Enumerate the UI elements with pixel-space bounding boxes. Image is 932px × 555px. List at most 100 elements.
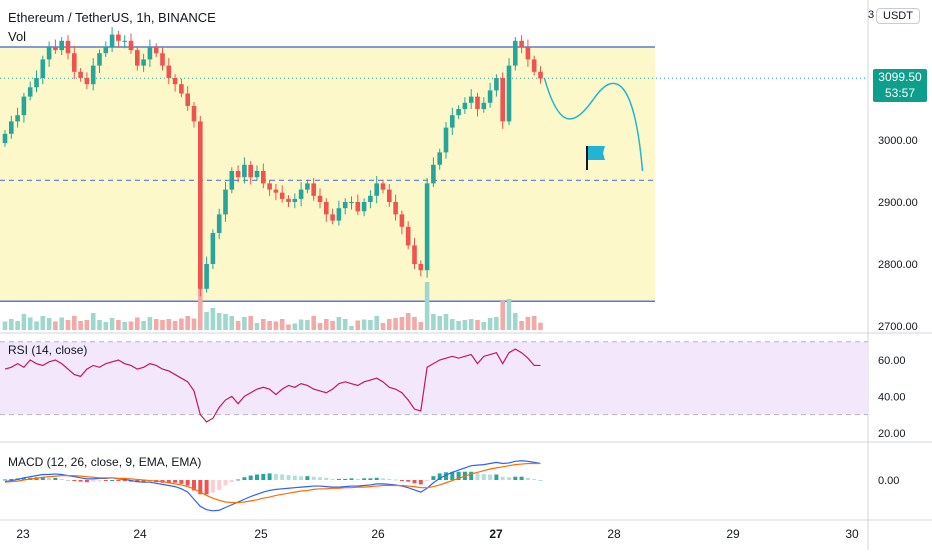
macd-histogram-bar (368, 478, 373, 480)
volume-bar (305, 320, 310, 330)
volume-bar (525, 317, 531, 330)
macd-histogram-bar (66, 480, 70, 481)
candle-body (128, 40, 134, 51)
volume-bar (481, 322, 487, 330)
rsi-tick-label: 40.00 (878, 391, 906, 403)
macd-histogram-bar (362, 478, 367, 480)
volume-bar (324, 319, 329, 330)
candle-body (59, 40, 64, 51)
volume-bar (109, 318, 115, 330)
macd-histogram-bar (103, 480, 108, 481)
candle-body (405, 226, 411, 246)
candle-body (21, 96, 27, 116)
macd-histogram-bar (91, 480, 96, 482)
candle-body (424, 183, 430, 271)
candle-body (147, 47, 153, 60)
macd-histogram-bar (494, 474, 499, 480)
rsi-line (4, 348, 541, 423)
volume-bar (368, 320, 373, 330)
macd-histogram-bar (210, 480, 215, 493)
macd-histogram-bar (84, 480, 89, 483)
volume-bar (462, 320, 468, 330)
volume-bar (349, 326, 354, 330)
volume-bar (21, 314, 27, 330)
volume-bar (279, 319, 285, 330)
macd-histogram-bar (305, 476, 310, 480)
price-zone (0, 46, 868, 302)
candle-body (223, 189, 228, 215)
price-tick-label: 3000.00 (878, 135, 918, 147)
volume-bar (361, 319, 367, 330)
macd-histogram-bar (185, 480, 190, 486)
volume-bar (494, 317, 499, 330)
volume-bar (248, 316, 253, 330)
candle-body (374, 183, 379, 196)
time-tick-label: 27 (489, 527, 503, 541)
volume-bar (298, 319, 304, 330)
candle-body (393, 202, 398, 215)
candle-body (103, 47, 109, 54)
candle-body (387, 189, 392, 202)
candle-body (191, 105, 197, 122)
volume-bar (135, 317, 140, 330)
volume-bar (103, 322, 109, 330)
rsi-band (0, 341, 868, 415)
volume-bar (450, 319, 455, 330)
candle-body (229, 171, 235, 190)
volume-bar (27, 317, 33, 330)
time-tick-label: 26 (371, 527, 385, 541)
macd-histogram-bar (166, 480, 171, 483)
candle-body (204, 264, 209, 289)
macd-histogram-bar (3, 479, 7, 481)
macd-label: MACD (12, 26, close, 9, EMA, EMA) (8, 455, 202, 469)
candle-body (179, 84, 184, 94)
volume-bar (122, 322, 127, 330)
macd-histogram-bar (286, 475, 291, 480)
candle-body (324, 202, 329, 215)
macd-histogram-bar (204, 480, 209, 495)
macd-histogram-bar (78, 480, 83, 482)
volume-bar (198, 270, 203, 330)
volume-bar (46, 318, 52, 330)
candle-body (418, 264, 424, 271)
candle-body (9, 121, 14, 134)
macd-histogram-bar (97, 480, 102, 481)
volume-bar (500, 301, 505, 330)
candle-body (122, 40, 127, 42)
volume-bar (456, 321, 461, 330)
volume-bar (128, 321, 134, 330)
last-price-tag: 3099.50 53:57 (873, 69, 927, 102)
candle-body (160, 53, 165, 66)
candle-body (279, 192, 285, 199)
volume-bar (538, 322, 543, 330)
candle-body (450, 115, 455, 128)
candle-body (109, 34, 115, 47)
time-tick-label: 25 (254, 527, 268, 541)
macd-histogram-bar (500, 476, 505, 480)
volume-bar (72, 316, 77, 330)
volume-bar (204, 312, 209, 330)
candle-body (361, 202, 367, 212)
volume-bar (216, 313, 222, 330)
volume-bar (267, 321, 272, 330)
macd-histogram-bar (336, 478, 341, 480)
candle-body (40, 59, 46, 78)
currency-button[interactable]: USDT (876, 8, 920, 24)
volume-bar (418, 322, 424, 330)
candle-body (2, 133, 8, 144)
volume-bar (513, 313, 518, 330)
candle-body (481, 102, 487, 109)
volume-bar (15, 321, 20, 330)
candle-body (311, 183, 316, 196)
candle-body (261, 171, 266, 184)
volume-bar (59, 317, 64, 330)
macd-histogram-bar (318, 477, 322, 480)
candlesticks (2, 27, 543, 297)
macd-histogram-bar (59, 478, 64, 480)
volume-bar (166, 319, 172, 330)
volume-bar (153, 319, 159, 330)
candle-body (141, 59, 146, 66)
candle-body (336, 208, 342, 221)
